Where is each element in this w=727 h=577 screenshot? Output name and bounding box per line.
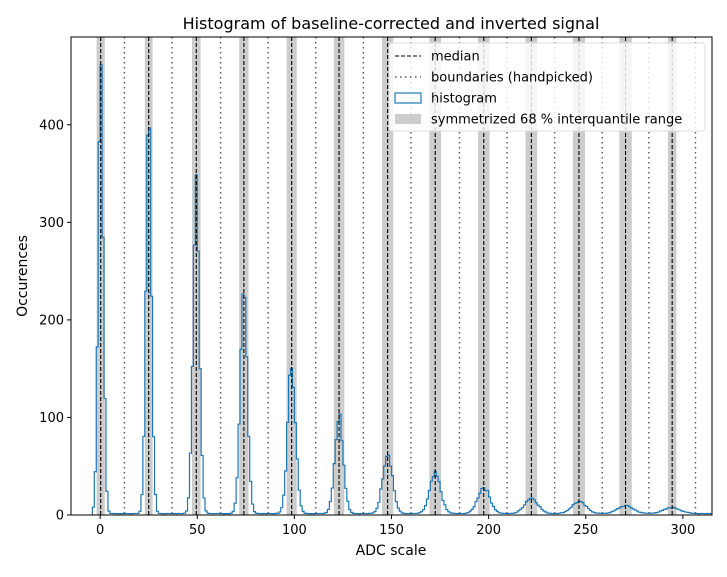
- x-tick-label-4: 150: [379, 523, 404, 538]
- iqr-band-2: [144, 37, 153, 515]
- y-tick-label-3: 200: [39, 313, 64, 328]
- legend-swatch-band: [395, 114, 421, 124]
- iqr-band-7: [381, 37, 394, 515]
- x-tick-label-5: 200: [476, 523, 501, 538]
- iqr-band-3: [192, 37, 201, 515]
- x-tick-label-7: 300: [670, 523, 695, 538]
- x-axis-title: ADC scale: [356, 543, 427, 559]
- legend-label-1: median: [431, 50, 480, 65]
- iqr-band-9: [477, 37, 490, 515]
- legend-label-3: histogram: [431, 92, 497, 107]
- y-tick-label-2: 100: [39, 411, 64, 426]
- histogram-outline: [91, 64, 712, 515]
- iqr-band-11: [572, 37, 585, 515]
- legend: median boundaries (handpicked) histogram sy…: [388, 42, 706, 132]
- legend-label-2: boundaries (handpicked): [431, 71, 593, 86]
- iqr-band-5: [286, 37, 297, 515]
- y-tick-label-1: 0: [56, 509, 64, 524]
- x-tick-label-3: 100: [282, 523, 307, 538]
- axes: 0 50 100 150 200 250 300 0 100 200 300 400: [39, 36, 713, 538]
- iqr-band-10: [525, 37, 538, 515]
- iqr-band-8: [429, 37, 442, 515]
- x-tick-label-2: 50: [189, 523, 206, 538]
- iqr-band-13: [667, 37, 677, 515]
- plot-area: [91, 37, 712, 515]
- iqr-band-6: [333, 37, 345, 515]
- iqr-band-4: [239, 37, 249, 515]
- legend-label-4: symmetrized 68 % interquantile range: [431, 113, 682, 128]
- chart-title: Histogram of baseline-corrected and inve…: [183, 14, 600, 33]
- iqr-band-12: [619, 37, 632, 515]
- legend-box: [388, 42, 706, 132]
- y-tick-label-4: 300: [39, 216, 64, 231]
- x-tick-label-6: 250: [573, 523, 598, 538]
- x-tick-label-1: 0: [96, 523, 104, 538]
- plot-inner: [91, 37, 712, 515]
- y-tick-label-5: 400: [39, 118, 64, 133]
- y-axis-title: Occurences: [15, 235, 31, 317]
- legend-swatch-histogram: [394, 92, 422, 104]
- iqr-band-1: [96, 37, 105, 515]
